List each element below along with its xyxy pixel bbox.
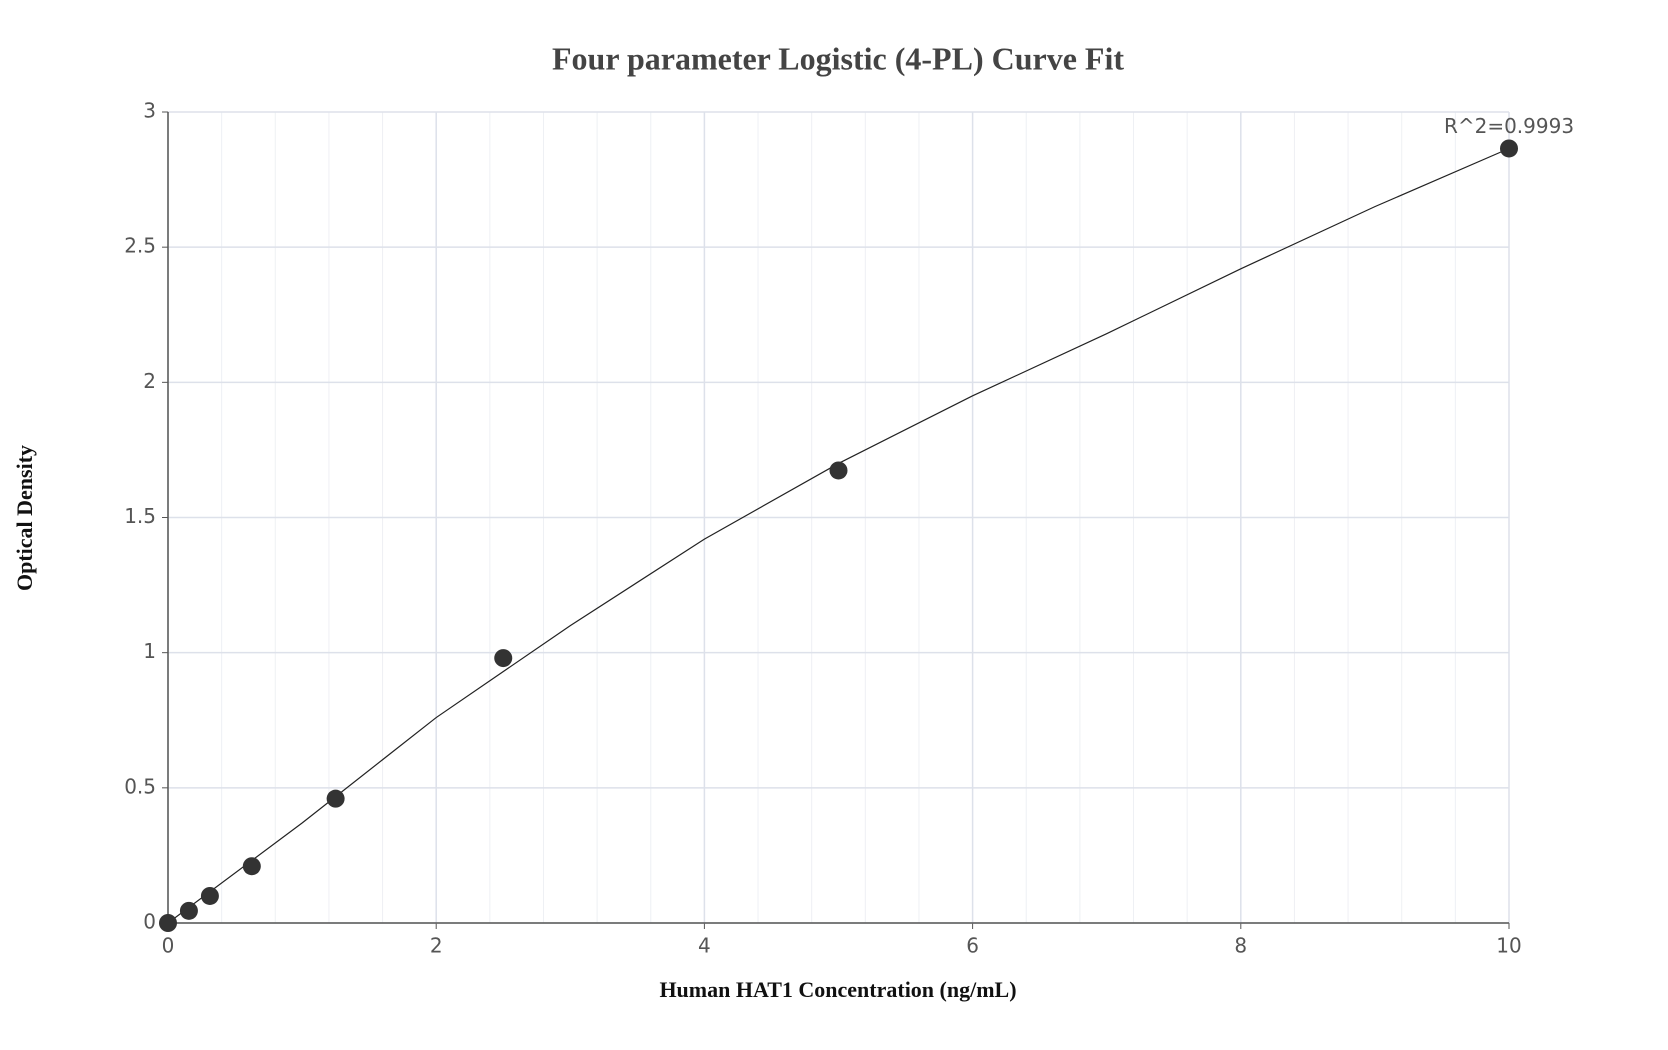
x-tick-label: 6 [966, 934, 979, 958]
y-tick-label: 1.5 [124, 504, 156, 528]
y-tick-label: 1 [143, 639, 156, 663]
x-tick-label: 0 [162, 934, 175, 958]
chart-title: Four parameter Logistic (4-PL) Curve Fit [552, 40, 1124, 76]
y-tick-label: 2 [143, 369, 156, 393]
data-point [326, 789, 345, 808]
fit-curve [167, 147, 1510, 924]
data-point [159, 914, 177, 932]
y-tick-label: 2.5 [124, 234, 156, 258]
y-tick-label: 0.5 [124, 774, 156, 798]
y-tick-label: 0 [143, 910, 156, 934]
data-point [829, 461, 848, 480]
data-point [179, 901, 198, 920]
y-axis-label: Optical Density [12, 445, 37, 591]
x-tick-label: 2 [430, 934, 443, 958]
x-tick-label: 8 [1234, 934, 1247, 958]
data-point [1500, 139, 1518, 158]
x-axis-label: Human HAT1 Concentration (ng/mL) [659, 977, 1016, 1002]
data-point [242, 857, 261, 876]
data-point [494, 649, 513, 668]
x-tick-label: 4 [698, 934, 711, 958]
data-point [200, 886, 219, 905]
y-tick-label: 3 [143, 99, 156, 123]
annotation: R^2=0.9993 [1444, 114, 1574, 138]
x-tick-label: 10 [1496, 934, 1521, 958]
